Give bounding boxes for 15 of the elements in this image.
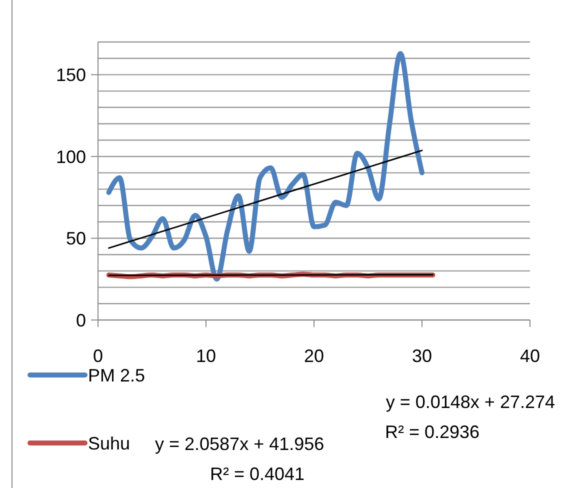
legend-label: PM 2.5 (88, 365, 146, 386)
text: R² = 0.4041 (210, 464, 305, 484)
x-tick-label: 40 (520, 346, 540, 366)
text: R² = 0.2936 (385, 422, 480, 442)
y-tick-label: 50 (66, 228, 86, 249)
x-tick-label: 30 (412, 346, 432, 366)
text: y = 0.0148x + 27.274 (386, 392, 555, 412)
y-tick-label: 100 (56, 146, 86, 167)
x-tick-label: 20 (304, 346, 324, 366)
y-tick-label: 0 (76, 310, 86, 330)
text: y = 2.0587x + 41.956 (155, 434, 324, 454)
y-tick-label: 150 (56, 65, 86, 86)
x-tick-label: 10 (196, 346, 216, 366)
legend-label: Suhu (88, 433, 130, 454)
x-tick-label: 0 (92, 346, 104, 366)
